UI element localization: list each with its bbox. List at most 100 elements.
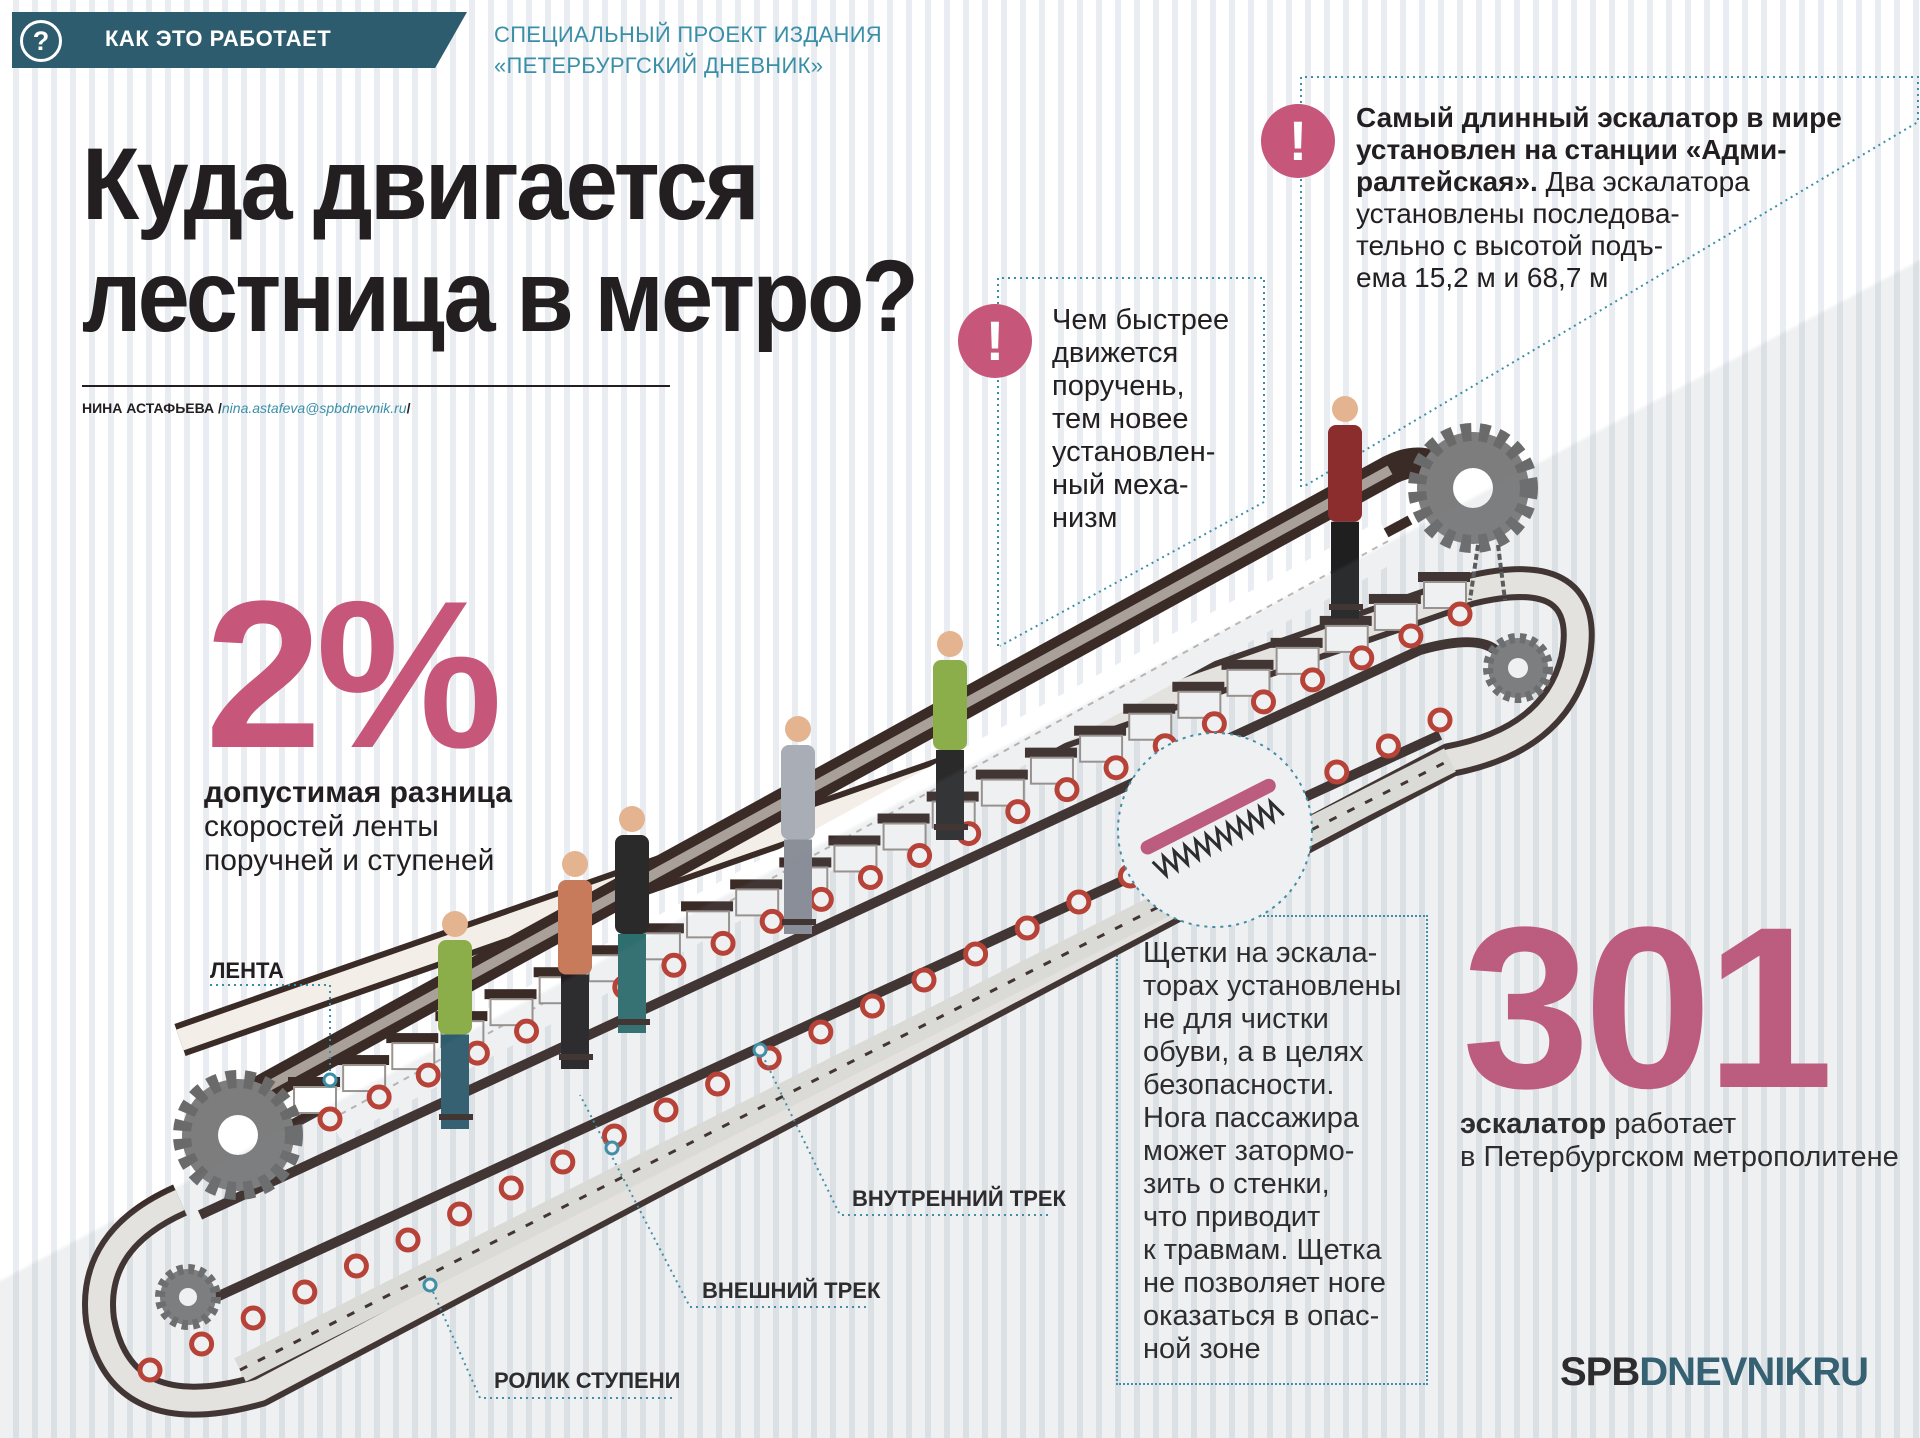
escalator-count-caption: эскалатор работает в Петербургском метро… — [1460, 1108, 1899, 1174]
passenger-head — [442, 911, 468, 937]
brushes-note-line: не для чистки — [1143, 1003, 1329, 1035]
escalator-step — [1024, 747, 1077, 758]
step-roller — [1103, 755, 1129, 781]
brushes-note-line: зить о стенки, — [1143, 1168, 1330, 1200]
step-roller — [808, 1019, 834, 1045]
step-roller — [1005, 799, 1031, 825]
step-roller — [395, 1227, 421, 1253]
special-project-line2: «ПЕТЕРБУРГСКИЙ ДНЕВНИК» — [494, 53, 824, 78]
spbdnevnik-logo[interactable]: SPBDNEVNIKRU — [1560, 1350, 1869, 1395]
longest-escalator-note: Самый длинный эскалатор в мире установле… — [1356, 102, 1842, 294]
step-roller-marker — [422, 1277, 438, 1293]
handrail-note-line: установлен- — [1052, 436, 1216, 468]
count-caption-rest: работает — [1606, 1108, 1737, 1140]
escalator-step — [828, 835, 881, 846]
special-project-caption: СПЕЦИАЛЬНЫЙ ПРОЕКТ ИЗДАНИЯ «ПЕТЕРБУРГСКИ… — [494, 19, 882, 81]
brushes-note-frame — [1116, 915, 1428, 1385]
passenger-torso — [1328, 425, 1362, 522]
passenger — [438, 911, 473, 1129]
logo-part2: DNEVNIK — [1639, 1350, 1813, 1394]
passenger-shoes — [559, 1054, 593, 1060]
step-roller — [705, 1071, 731, 1097]
escalator-step — [582, 945, 635, 956]
author-name: НИНА АСТАФЬЕВА / — [82, 400, 222, 416]
escalator-step — [1368, 593, 1421, 604]
passenger-shoes — [616, 1019, 650, 1025]
escalator-step — [1221, 659, 1274, 670]
escalator-step — [288, 1077, 340, 1087]
gear-icon — [173, 1070, 303, 1200]
section-tab-label: КАК ЭТО РАБОТАЕТ — [105, 26, 332, 51]
brushes-note-line: оказаться в опас- — [1143, 1300, 1380, 1332]
handrail-note-line: движется — [1052, 337, 1179, 369]
escalator-step — [1226, 668, 1271, 697]
step-roller — [907, 843, 933, 869]
passenger-head — [785, 716, 811, 742]
speed-difference-caption: допустимая разница скоростей ленты поруч… — [204, 776, 512, 878]
handrail-note-line: Чем быстрее — [1052, 304, 1230, 336]
step-roller — [1398, 623, 1424, 649]
step-roller — [1447, 601, 1473, 627]
step-roller — [653, 1097, 679, 1123]
handrail-note-line: низм — [1052, 502, 1118, 534]
gear-icon — [1408, 423, 1538, 553]
logo-part1: SPB — [1560, 1350, 1640, 1394]
escalator-step — [1074, 725, 1127, 736]
belt-label: ЛЕНТА — [210, 958, 284, 983]
author-byline: НИНА АСТАФЬЕВА /nina.astafeva@spbdnevnik… — [82, 400, 410, 416]
passenger-shoes — [439, 1114, 473, 1120]
passenger — [933, 631, 968, 840]
escalator-step — [1418, 572, 1470, 582]
outer-track-leader-line — [579, 1094, 866, 1308]
step-roller — [857, 864, 883, 890]
escalator-step — [533, 967, 586, 978]
step-roller — [859, 993, 885, 1019]
escalator-step — [730, 879, 783, 890]
step-roller — [1300, 667, 1326, 693]
step-roller — [1324, 759, 1350, 785]
belt-marker — [322, 1072, 338, 1088]
count-caption-bold: эскалатор — [1460, 1108, 1607, 1140]
brushes-note-line: безопасности. — [1143, 1069, 1335, 1101]
longest-note-line3-bold: ралтейская». — [1356, 166, 1538, 197]
step-roller — [240, 1305, 266, 1331]
step-roller — [464, 1040, 490, 1066]
count-caption-line2: в Петербургском метрополитене — [1460, 1141, 1899, 1173]
special-project-line1: СПЕЦИАЛЬНЫЙ ПРОЕКТ ИЗДАНИЯ — [494, 22, 882, 47]
author-email[interactable]: nina.astafeva@spbdnevnik.ru — [221, 400, 407, 416]
passenger-head — [937, 631, 963, 657]
step-roller — [1349, 645, 1375, 671]
step-roller-leader-line — [429, 1284, 672, 1399]
step-roller — [514, 1018, 540, 1044]
escalator-step — [484, 989, 537, 1000]
gear-icon — [1483, 633, 1553, 703]
handrail-note-line: тем новее — [1052, 403, 1189, 435]
passenger-shoes — [782, 919, 816, 925]
passenger-torso — [558, 880, 592, 975]
longest-note-line5: тельно с высотой подъ- — [1356, 230, 1664, 261]
author-suffix: / — [406, 400, 411, 416]
passenger-shoes — [1329, 604, 1363, 610]
step-roller — [759, 908, 785, 934]
passenger-torso — [615, 835, 649, 934]
brushes-note-line: ной зоне — [1143, 1333, 1261, 1365]
escalator-step — [681, 901, 734, 912]
escalator-step — [877, 813, 930, 824]
longest-note-line1: Самый длинный эскалатор в мире — [1356, 102, 1842, 133]
step-roller — [1375, 733, 1401, 759]
escalator-step — [1270, 637, 1323, 648]
step-roller — [415, 1062, 441, 1088]
escalator-step — [1319, 615, 1372, 626]
speed-caption-line3: поручней и ступеней — [204, 844, 495, 877]
brushes-note-line: к травмам. Щетка — [1143, 1234, 1382, 1266]
brushes-note-line: торах установлены — [1143, 970, 1402, 1002]
page-title-line2: лестница в метро? — [82, 239, 919, 353]
escalator-count-value: 301 — [1462, 879, 1834, 1136]
outer-track-marker — [604, 1140, 620, 1156]
brushes-note-line: Нога пассажира — [1143, 1102, 1360, 1134]
passenger — [558, 851, 593, 1069]
brushes-note-line: обуви, а в целях — [1143, 1036, 1364, 1068]
question-icon: ? — [20, 20, 62, 62]
step-roller-label: РОЛИК СТУПЕНИ — [494, 1368, 681, 1393]
